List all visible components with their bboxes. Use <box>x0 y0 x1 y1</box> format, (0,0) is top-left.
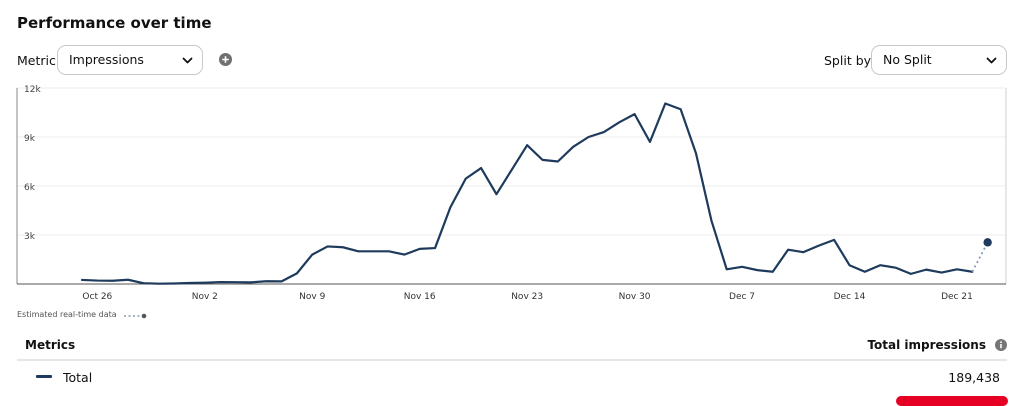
split-by-select[interactable]: No Split <box>871 45 1007 75</box>
split-by-label: Split by <box>824 53 872 68</box>
x-tick-label: Dec 14 <box>834 292 866 302</box>
x-tick-label: Dec 7 <box>729 292 755 302</box>
y-tick-label: 3k <box>24 232 36 242</box>
estimated-segment <box>971 241 989 273</box>
chevron-down-icon <box>986 57 997 64</box>
table-divider <box>17 359 1007 361</box>
series-line-total <box>80 102 974 285</box>
metric-label: Metric <box>17 53 56 68</box>
x-tick-label: Nov 23 <box>511 292 543 302</box>
impressions-line-chart: 3k 6k 9k 12k Oct 26 Nov 2 Nov 9 Nov 16 Nov 23 Nov… <box>16 85 1007 302</box>
x-tick-label: Nov 2 <box>192 292 218 302</box>
metric-select[interactable]: Impressions <box>57 45 203 75</box>
y-tick-label: 6k <box>24 183 36 193</box>
y-tick-label: 9k <box>24 134 36 144</box>
estimated-point <box>983 238 992 247</box>
x-tick-label: Nov 16 <box>404 292 436 302</box>
table-row-value: 189,438 <box>948 370 1000 385</box>
x-tick-label: Dec 21 <box>941 292 973 302</box>
metric-select-value: Impressions <box>69 52 144 67</box>
page-title: Performance over time <box>17 14 212 32</box>
y-tick-label: 12k <box>24 85 41 95</box>
primary-action-button[interactable] <box>896 396 1008 406</box>
x-tick-label: Oct 26 <box>82 292 112 302</box>
series-swatch <box>36 375 52 378</box>
total-impressions-column-header: Total impressions <box>867 338 986 352</box>
info-icon[interactable] <box>995 339 1007 351</box>
estimated-data-legend-icon <box>124 313 147 319</box>
split-by-select-value: No Split <box>883 52 932 67</box>
x-tick-label: Nov 30 <box>619 292 651 302</box>
chevron-down-icon <box>182 57 193 64</box>
table-row-label: Total <box>63 370 93 385</box>
add-metric-icon[interactable] <box>219 53 232 66</box>
estimated-data-legend-label: Estimated real-time data <box>17 310 117 319</box>
x-tick-label: Nov 9 <box>299 292 325 302</box>
metrics-column-header: Metrics <box>25 338 76 352</box>
